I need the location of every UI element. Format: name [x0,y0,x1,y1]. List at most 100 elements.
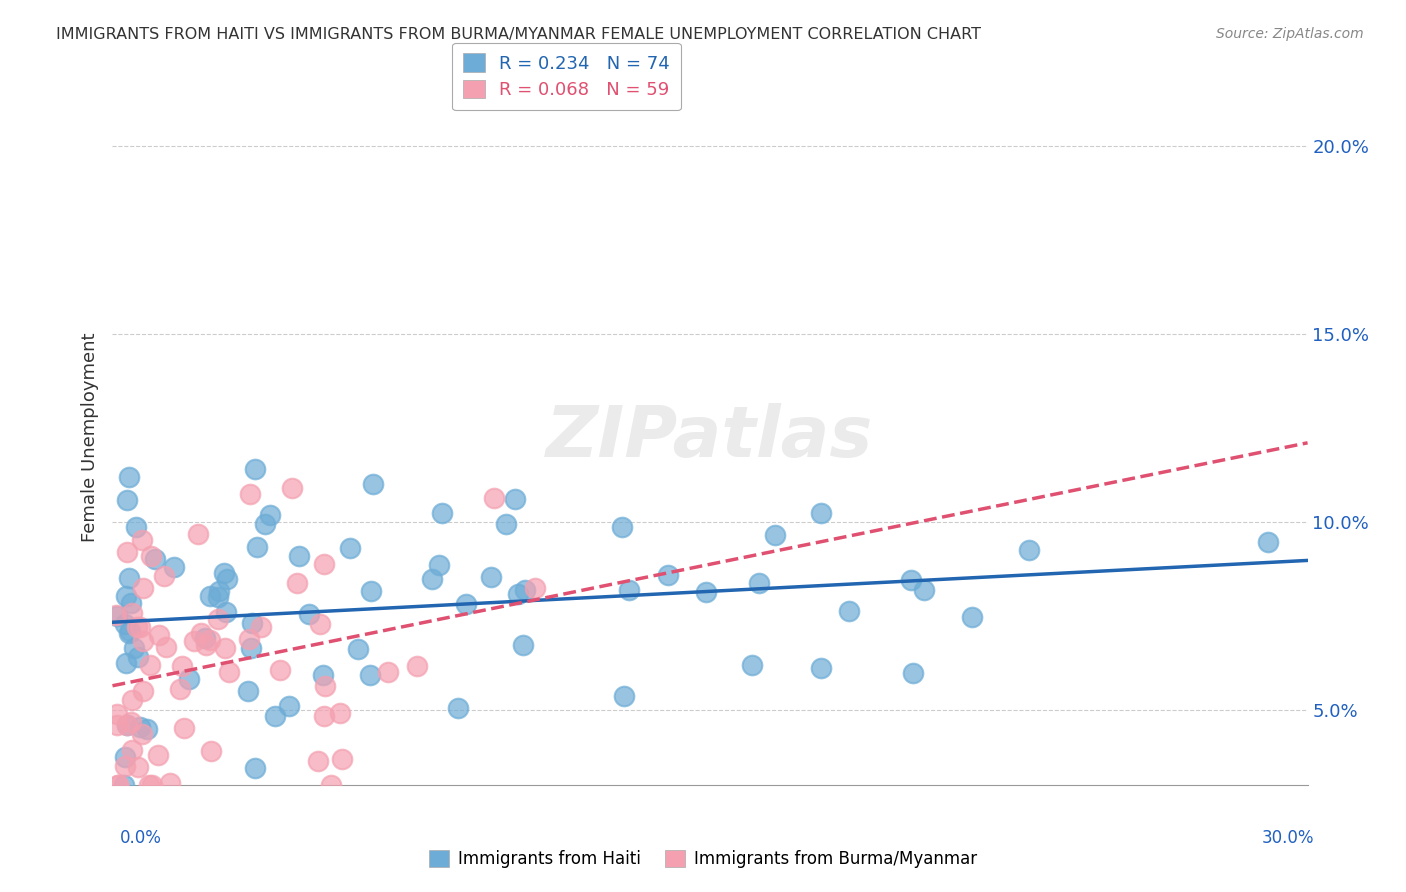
Point [298,607,321,621]
Point [114,590,136,604]
Point [115,718,138,732]
Point [319,778,342,792]
Point [212,566,235,580]
Point [107,778,129,792]
Point [741,658,763,673]
Point [312,668,335,682]
Point [422,573,444,587]
Point [810,661,832,675]
Point [515,583,537,598]
Point [120,596,142,610]
Point [163,560,186,574]
Point [118,470,141,484]
Point [121,743,143,757]
Point [838,604,860,618]
Text: 0.0%: 0.0% [120,830,162,847]
Point [107,778,129,792]
Point [215,605,238,619]
Point [115,493,138,508]
Point [243,462,266,476]
Point [200,633,222,648]
Point [141,549,163,564]
Point [214,641,236,656]
Point [512,639,534,653]
Point [406,659,429,673]
Point [359,668,381,682]
Point [183,634,205,648]
Point [1018,543,1040,558]
Point [339,541,361,555]
Point [523,581,546,595]
Text: ZIPatlas: ZIPatlas [547,402,873,472]
Point [153,569,176,583]
Point [314,679,336,693]
Point [218,665,240,679]
Point [208,583,231,598]
Point [207,590,229,604]
Point [131,727,153,741]
Point [200,744,222,758]
Point [114,750,136,764]
Point [114,759,136,773]
Point [1257,534,1279,549]
Point [132,581,155,595]
Point [259,508,281,523]
Point [484,491,506,505]
Point [143,552,166,566]
Point [495,517,517,532]
Point [194,632,217,646]
Point [127,759,149,773]
Point [246,541,269,555]
Point [281,482,304,496]
Point [114,616,136,631]
Point [127,620,149,634]
Point [105,607,128,622]
Point [118,624,141,638]
Point [118,570,141,584]
Point [148,747,170,762]
Point [122,641,145,656]
Text: Source: ZipAtlas.com: Source: ZipAtlas.com [1216,27,1364,41]
Point [190,626,212,640]
Text: IMMIGRANTS FROM HAITI VS IMMIGRANTS FROM BURMA/MYANMAR FEMALE UNEMPLOYMENT CORRE: IMMIGRANTS FROM HAITI VS IMMIGRANTS FROM… [56,27,981,42]
Point [503,491,526,506]
Point [138,778,160,792]
Point [239,486,262,500]
Point [141,778,163,792]
Point [169,682,191,697]
Point [612,520,634,534]
Point [117,717,139,731]
Point [447,701,470,715]
Point [129,721,152,735]
Point [115,656,138,670]
Point [240,640,263,655]
Point [139,657,162,672]
Point [763,527,786,541]
Point [148,628,170,642]
Legend: Immigrants from Haiti, Immigrants from Burma/Myanmar: Immigrants from Haiti, Immigrants from B… [422,843,984,875]
Point [115,545,138,559]
Point [617,582,640,597]
Point [121,693,143,707]
Point [112,778,135,792]
Point [269,663,291,677]
Point [901,665,924,680]
Point [121,606,143,620]
Point [810,506,832,520]
Point [120,715,142,730]
Point [127,650,149,665]
Point [429,558,451,573]
Point [254,516,277,531]
Point [117,626,139,640]
Point [105,706,128,721]
Point [285,575,308,590]
Point [277,699,299,714]
Point [508,587,530,601]
Point [456,598,478,612]
Point [215,572,238,586]
Point [900,573,922,587]
Point [135,722,157,736]
Point [330,752,353,766]
Point [105,608,128,623]
Point [124,520,146,534]
